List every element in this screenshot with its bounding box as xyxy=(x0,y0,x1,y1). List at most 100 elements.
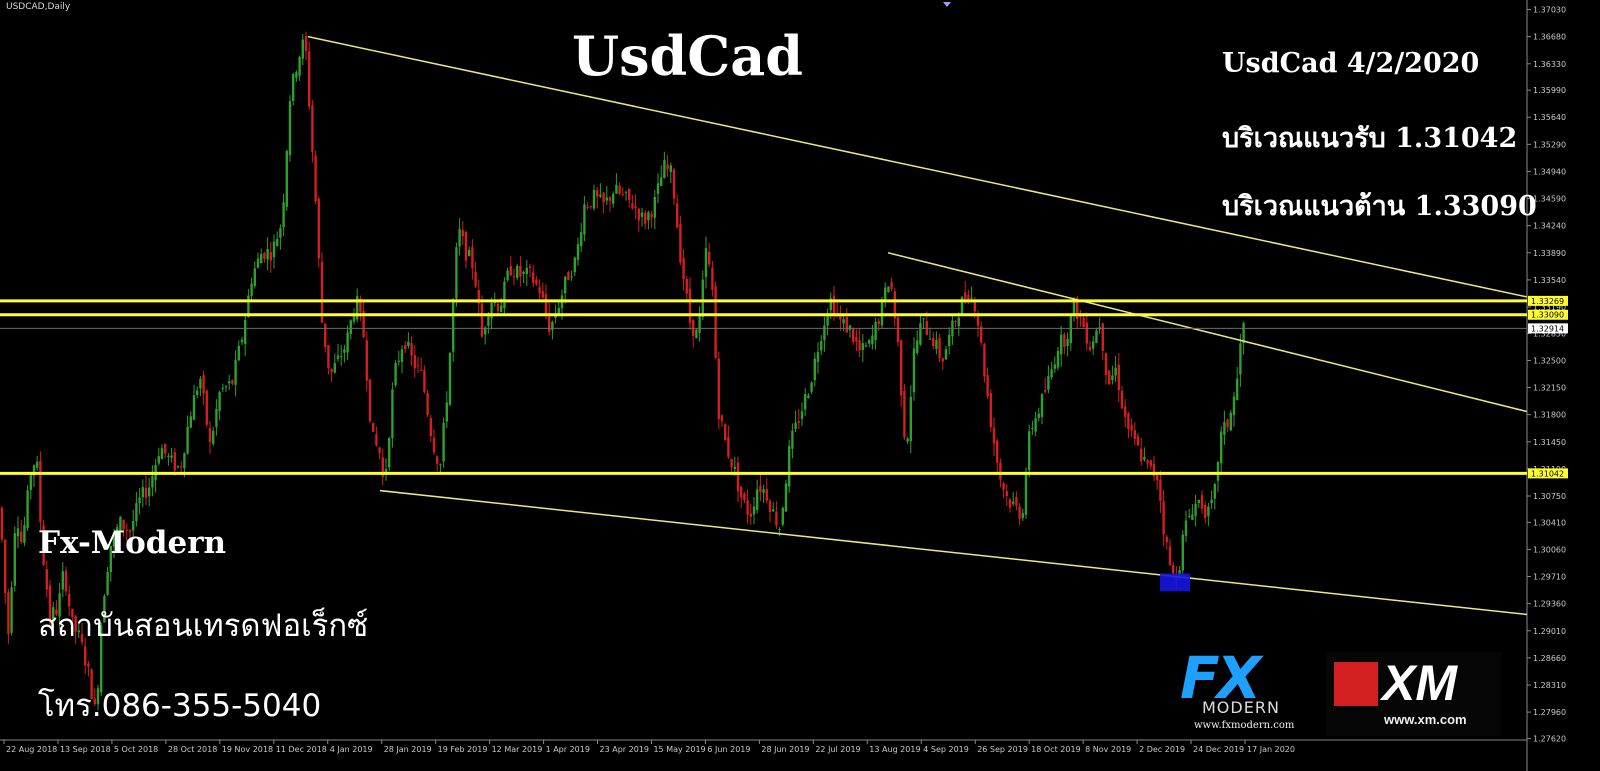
candle-body xyxy=(717,358,720,420)
x-tick-label: 19 Feb 2019 xyxy=(438,745,488,754)
candle-body xyxy=(55,609,58,615)
candle-body xyxy=(58,593,61,617)
candle-body xyxy=(964,292,967,300)
x-tick-label: 19 Nov 2018 xyxy=(222,745,273,754)
candle-body xyxy=(871,335,874,345)
candle-body xyxy=(570,276,573,278)
y-tick-label: 1.27620 xyxy=(1533,734,1566,743)
info-date: UsdCad 4/2/2020 xyxy=(1222,48,1480,79)
candle-body xyxy=(810,382,813,392)
candle-body xyxy=(493,301,496,303)
candle-body xyxy=(1191,514,1194,520)
candle-body xyxy=(807,395,810,398)
candle-body xyxy=(1143,456,1146,460)
y-tick-label: 1.35990 xyxy=(1533,86,1566,95)
candle-body xyxy=(797,421,800,424)
candle-body xyxy=(1181,534,1184,571)
candle-body xyxy=(279,228,282,238)
candle-body xyxy=(87,663,90,667)
y-tick-label: 1.30750 xyxy=(1533,492,1566,501)
candle-body xyxy=(388,438,391,468)
candle-body xyxy=(375,434,378,446)
candle-body xyxy=(474,271,477,287)
candle-body xyxy=(458,229,461,247)
candle-body xyxy=(384,469,388,473)
y-tick-label: 1.32850 xyxy=(1533,329,1566,338)
fx-logo-url: www.fxmodern.com xyxy=(1194,720,1295,731)
candle-body xyxy=(660,177,663,186)
candle-body xyxy=(362,310,365,338)
candle-body xyxy=(1216,462,1220,481)
candle-body xyxy=(1207,506,1210,517)
candle-body xyxy=(1124,406,1127,417)
candle-body xyxy=(621,193,624,195)
candle-body xyxy=(13,533,16,586)
candle-body xyxy=(778,528,781,530)
candle-body xyxy=(1172,565,1175,574)
candle-body xyxy=(84,646,87,666)
candle-body xyxy=(1056,350,1060,368)
candle-body xyxy=(32,465,36,476)
candle-body xyxy=(538,287,541,294)
candle-body xyxy=(29,474,32,490)
candle-body xyxy=(484,327,487,335)
trendline xyxy=(887,252,1528,413)
candle-body xyxy=(452,300,455,352)
candle-body xyxy=(986,375,989,397)
candle-body xyxy=(224,386,228,388)
candle-body xyxy=(250,283,253,296)
candle-body xyxy=(464,231,468,261)
candle-body xyxy=(20,531,23,543)
candle-body xyxy=(394,363,397,386)
current-price-label: 1.32914 xyxy=(1531,324,1564,333)
candle-body xyxy=(112,532,116,547)
candle-body xyxy=(77,630,80,633)
candle-body xyxy=(666,164,669,169)
candle-body xyxy=(1200,495,1204,509)
candle-body xyxy=(247,295,250,317)
y-tick-label: 1.35640 xyxy=(1533,113,1566,122)
candle-body xyxy=(916,340,919,353)
candle-body xyxy=(1060,334,1063,355)
candle-body xyxy=(1050,369,1053,378)
y-tick-label: 1.36330 xyxy=(1533,60,1566,69)
candle-body xyxy=(640,212,644,217)
y-tick-label: 1.30410 xyxy=(1533,518,1566,527)
candle-body xyxy=(999,462,1002,480)
candle-body xyxy=(586,206,589,208)
candle-body xyxy=(480,303,484,337)
candle-body xyxy=(269,252,272,261)
candle-body xyxy=(1082,317,1085,328)
xm-logo: XM www.xm.com xyxy=(1326,652,1502,736)
candle-body xyxy=(1232,396,1236,416)
candle-body xyxy=(637,208,640,221)
candle-body xyxy=(1047,376,1050,390)
y-tick-label: 1.33540 xyxy=(1533,276,1566,285)
candle-body xyxy=(708,251,711,265)
y-tick-label: 1.33890 xyxy=(1533,249,1566,258)
candle-body xyxy=(333,363,336,373)
candle-body xyxy=(157,456,160,464)
candle-body xyxy=(784,483,788,512)
candle-body xyxy=(576,244,580,260)
candle-body xyxy=(980,326,983,343)
candle-body xyxy=(90,669,93,700)
candle-body xyxy=(455,247,458,299)
candle-body xyxy=(160,448,164,459)
candle-body xyxy=(1063,334,1066,347)
candle-body xyxy=(320,261,324,323)
candle-body xyxy=(202,375,205,394)
candle-body xyxy=(468,249,471,256)
low-highlight-box xyxy=(1160,573,1190,592)
candle-body xyxy=(720,415,724,422)
candle-body xyxy=(263,252,266,259)
y-tick-label: 1.31450 xyxy=(1533,438,1566,447)
candle-body xyxy=(109,545,112,573)
y-tick-label: 1.34590 xyxy=(1533,195,1566,204)
xm-logo-letters: XM xyxy=(1382,655,1457,711)
candle-body xyxy=(324,323,327,348)
candle-body xyxy=(167,455,170,457)
candle-body xyxy=(932,338,935,346)
candle-body xyxy=(557,307,560,314)
candle-body xyxy=(1223,422,1226,435)
